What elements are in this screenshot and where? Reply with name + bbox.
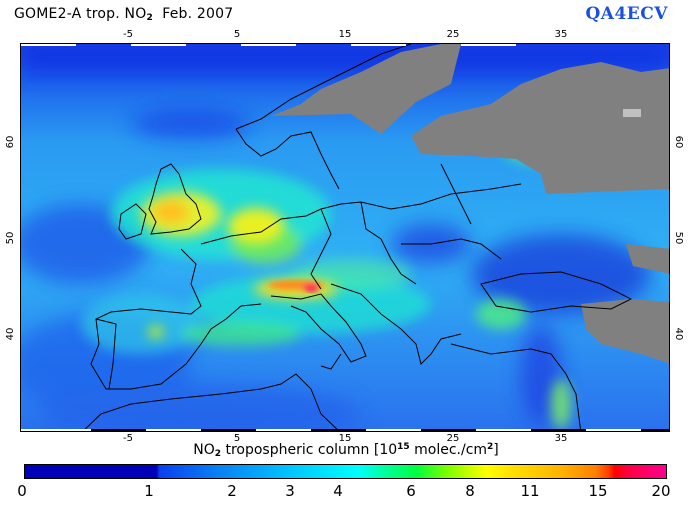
label-superscript: 2 (487, 442, 494, 452)
no2-map (20, 43, 670, 432)
lon-tick-bottom: -5 (123, 433, 133, 444)
lon-tick-bottom: 35 (554, 433, 568, 444)
lon-tick-top: -5 (123, 29, 133, 40)
lon-tick-top: 25 (446, 29, 460, 40)
colorbar-tick: 0 (17, 482, 27, 500)
lon-tick-bottom: 15 (338, 433, 352, 444)
lat-tick-right: 40 (672, 327, 684, 341)
title-date: Feb. 2007 (162, 6, 234, 22)
colorbar (24, 464, 667, 479)
colorbar-tick: 4 (333, 482, 343, 500)
lat-tick-left: 60 (4, 135, 16, 149)
lon-tick-bottom: 5 (233, 433, 241, 444)
lon-tick-top: 5 (233, 29, 241, 40)
label-subscript: 2 (214, 449, 221, 459)
lat-tick-right: 50 (672, 231, 684, 245)
map-canvas (21, 44, 669, 431)
lon-tick-bottom: 25 (446, 433, 460, 444)
lat-tick-right: 60 (672, 135, 684, 149)
colorbar-tick: 6 (406, 482, 416, 500)
colorbar-axis-label: NO2 tropospheric column [1015 molec./cm2… (0, 442, 692, 459)
colorbar-tick: 11 (520, 482, 540, 500)
colorbar-tick: 3 (285, 482, 295, 500)
label-text: ] (493, 442, 499, 458)
colorbar-tick: 15 (588, 482, 608, 500)
title-subscript: 2 (146, 13, 153, 23)
brand-label: QA4ECV (585, 4, 668, 24)
lon-tick-top: 35 (554, 29, 568, 40)
map-title: GOME2-A trop. NO2 Feb. 2007 (14, 6, 233, 23)
lat-tick-left: 50 (4, 231, 16, 245)
lat-tick-left: 40 (4, 327, 16, 341)
label-superscript: 15 (397, 442, 410, 452)
label-text: molec./cm (409, 442, 488, 458)
colorbar-tick: 8 (465, 482, 475, 500)
colorbar-tick: 2 (227, 482, 237, 500)
colorbar-tick: 20 (651, 482, 671, 500)
lon-tick-top: 15 (338, 29, 352, 40)
label-text: NO (193, 442, 215, 458)
label-text: tropospheric column [10 (221, 442, 398, 458)
title-text: GOME2-A trop. NO (14, 6, 147, 22)
colorbar-tick: 1 (144, 482, 154, 500)
